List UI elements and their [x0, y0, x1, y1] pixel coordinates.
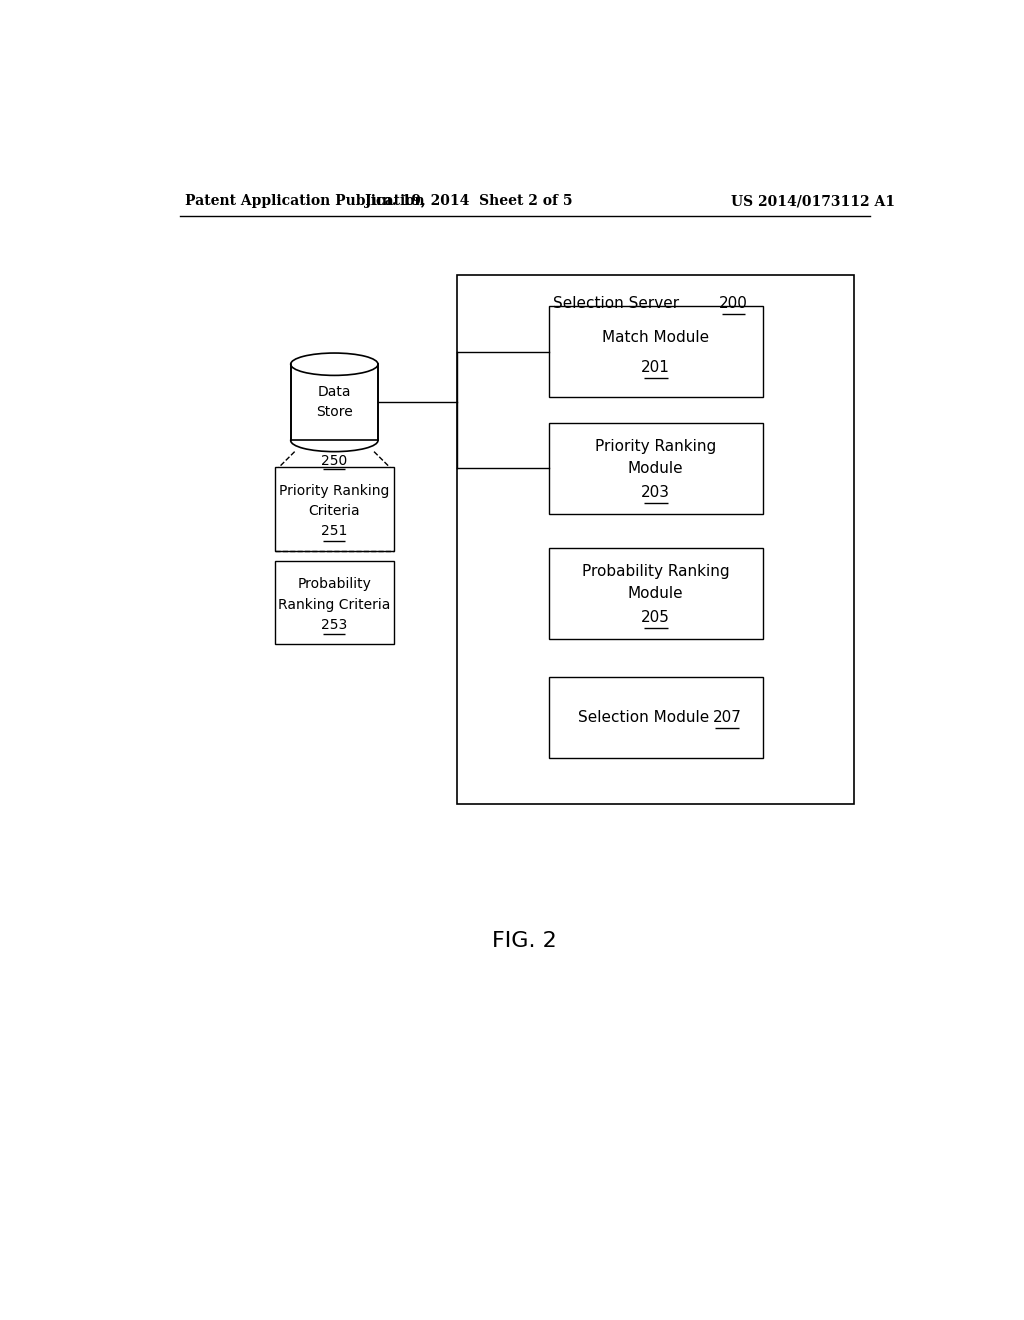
Text: 253: 253	[322, 618, 347, 632]
Bar	[274, 561, 394, 644]
Text: 251: 251	[322, 524, 347, 539]
Bar	[549, 422, 763, 515]
Text: Priority Ranking: Priority Ranking	[595, 438, 717, 454]
Bar	[274, 467, 394, 550]
Text: 250: 250	[322, 454, 347, 467]
Bar	[291, 364, 378, 441]
Text: 200: 200	[719, 296, 748, 312]
Text: 201: 201	[641, 360, 670, 375]
Text: Probability Ranking: Probability Ranking	[582, 564, 729, 578]
Text: Module: Module	[628, 461, 684, 477]
Text: Store: Store	[316, 405, 352, 420]
Text: Match Module: Match Module	[602, 330, 710, 345]
Text: Data: Data	[317, 385, 351, 399]
Ellipse shape	[291, 352, 378, 375]
Text: Jun. 19, 2014  Sheet 2 of 5: Jun. 19, 2014 Sheet 2 of 5	[366, 194, 573, 209]
Text: 207: 207	[713, 710, 741, 725]
Ellipse shape	[291, 429, 378, 451]
Text: Selection Server: Selection Server	[553, 296, 679, 312]
Text: US 2014/0173112 A1: US 2014/0173112 A1	[731, 194, 895, 209]
Bar	[549, 548, 763, 639]
Bar	[549, 306, 763, 397]
Text: FIG. 2: FIG. 2	[493, 931, 557, 950]
Text: Probability: Probability	[297, 577, 372, 591]
Bar	[549, 677, 763, 758]
Text: Patent Application Publication: Patent Application Publication	[185, 194, 425, 209]
Text: Selection Module: Selection Module	[579, 710, 710, 725]
Text: Module: Module	[628, 586, 684, 601]
Text: Ranking Criteria: Ranking Criteria	[279, 598, 390, 611]
Bar	[458, 276, 854, 804]
Text: Priority Ranking: Priority Ranking	[280, 483, 389, 498]
Text: Criteria: Criteria	[308, 504, 360, 517]
Text: 203: 203	[641, 486, 671, 500]
Text: 205: 205	[641, 610, 670, 626]
